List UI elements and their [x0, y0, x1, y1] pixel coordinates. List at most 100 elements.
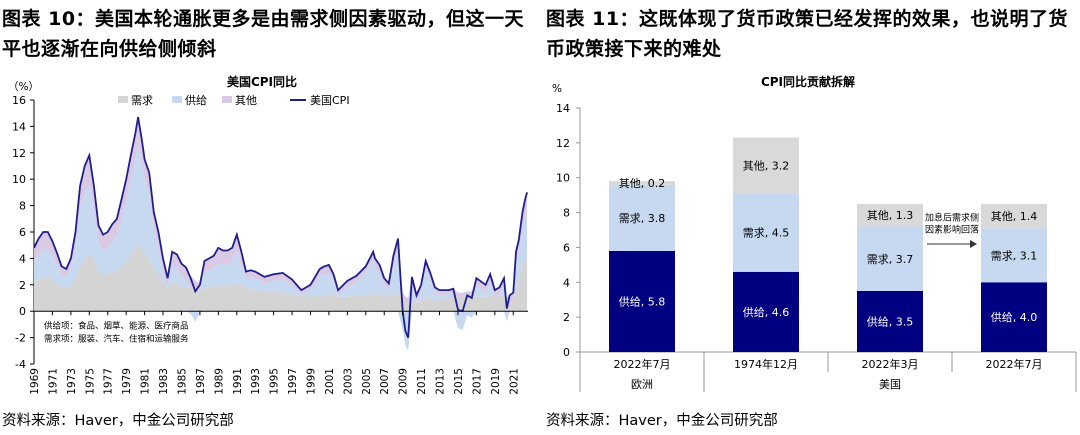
- y-tick-label: 12: [556, 137, 570, 150]
- bar-data-label: 其他, 0.2: [619, 177, 666, 190]
- x-tick-label: 1981: [140, 368, 152, 395]
- y-tick-label: -4: [15, 358, 26, 371]
- x-tick-label: 1991: [232, 368, 244, 395]
- bar-segment-供给: [857, 291, 923, 352]
- bar-data-label: 供给, 5.8: [619, 294, 666, 308]
- y-tick-label: 4: [563, 276, 570, 289]
- chart-title: 美国CPI同比: [227, 74, 297, 89]
- x-tick-label: 2019: [490, 368, 502, 395]
- x-tick-label: 1989: [213, 368, 225, 395]
- x-group-label: 欧洲: [631, 378, 653, 391]
- other-area: [34, 117, 528, 304]
- arrow-annotation-line1: 加息后需求侧: [925, 211, 979, 223]
- x-tick-label: 1987: [195, 368, 207, 395]
- bar-data-label: 其他, 1.4: [991, 210, 1038, 223]
- x-tick-label: 1993: [250, 368, 262, 395]
- x-group-label: 美国: [879, 378, 901, 391]
- x-tick-label: 1979: [121, 368, 133, 395]
- x-tick-label: 2021: [508, 368, 520, 395]
- bar-data-label: 其他, 1.3: [867, 209, 914, 222]
- x-tick-label: 2017: [471, 368, 483, 395]
- x-tick-label: 2013: [435, 368, 447, 395]
- legend: 需求 供给 其他 美国CPI: [118, 93, 350, 107]
- left-figure-panel: 图表 10：美国本轮通胀更多是由需求侧因素驱动，但这一天平也逐渐在向供给侧倾斜 …: [0, 0, 538, 435]
- y-tick-label: 2: [19, 279, 26, 292]
- x-tick-label: 1983: [158, 368, 170, 395]
- x-tick-label: 2003: [342, 368, 354, 395]
- y-tick-label: 12: [12, 147, 26, 160]
- bar-data-label: 供给, 4.0: [991, 310, 1038, 324]
- x-category-label: 2022年3月: [862, 357, 919, 371]
- right-figure-panel: 图表 11：这既体现了货币政策已经发挥的效果，也说明了货币政策接下来的难处 CP…: [544, 0, 1080, 435]
- bar-segment-其他: [733, 137, 799, 194]
- demand-area: [34, 245, 528, 312]
- supply-area: [34, 144, 528, 305]
- x-tick-label: 1985: [176, 368, 188, 395]
- y-tick-label: 0: [563, 346, 570, 359]
- x-tick-label: 1975: [84, 368, 96, 395]
- x-tick-label: 1973: [66, 368, 78, 395]
- bar-data-label: 需求, 3.8: [619, 212, 666, 225]
- bar-data-label: 供给, 3.5: [867, 315, 914, 329]
- y-tick-label: 16: [12, 94, 26, 107]
- y-tick-label: 8: [19, 200, 26, 213]
- x-tick-label: 1971: [47, 368, 59, 395]
- x-tick-label: 2011: [416, 368, 428, 395]
- legend-swatch: [222, 96, 232, 103]
- bar-segment-供给: [609, 250, 675, 352]
- x-tick-label: 1977: [103, 368, 115, 395]
- bar-segment-其他: [981, 203, 1047, 229]
- x-tick-label: 2005: [361, 368, 373, 395]
- legend-swatch: [118, 96, 128, 103]
- cpi-contribution-stacked-bar-chart: CPI同比贡献拆解% 0 2 4 6 8 10 12 14 2022年7月 1974年12月 2022…: [552, 74, 1077, 392]
- bar-segment-需求: [981, 228, 1047, 283]
- legend-label: 供给: [185, 93, 207, 107]
- legend-label: 需求: [131, 94, 153, 107]
- x-tick-label: 2001: [324, 368, 336, 395]
- figure-title: 图表 11：这既体现了货币政策已经发挥的效果，也说明了货币政策接下来的难处: [546, 8, 1069, 60]
- arrow-annotation-line2: 因素影响回落: [925, 224, 979, 236]
- bar-segment-供给: [981, 282, 1047, 352]
- x-tick-label: 1999: [305, 368, 317, 395]
- annotation-demand-items: 需求项：服装、汽车、住宿和运输服务: [44, 334, 189, 345]
- bar-data-label: 需求, 3.1: [991, 249, 1038, 262]
- legend-swatch: [172, 96, 182, 103]
- y-tick-label: 4: [19, 252, 26, 265]
- bar-data-label: 供给, 4.6: [743, 305, 790, 319]
- bar-data-label: 需求, 3.7: [867, 253, 914, 266]
- y-tick-label: 0: [19, 305, 26, 318]
- bar-segment-供给: [733, 271, 799, 352]
- legend-label: 其他: [235, 94, 257, 107]
- y-tick-label: 2: [563, 311, 570, 324]
- y-axis-unit: %: [552, 83, 562, 95]
- y-tick-label: 8: [563, 207, 570, 220]
- source-note: 资料来源：Haver，中金公司研究部: [2, 413, 234, 429]
- chart-title: CPI同比贡献拆解: [761, 74, 855, 89]
- x-tick-label: 2009: [398, 368, 410, 395]
- x-category-label: 2022年7月: [986, 357, 1043, 371]
- bar-segment-其他: [609, 181, 675, 185]
- bar-segment-其他: [857, 203, 923, 227]
- bar-segment-需求: [857, 226, 923, 291]
- bar-data-label: 其他, 3.2: [743, 160, 790, 173]
- x-tick-label: 2015: [453, 368, 465, 395]
- x-category-label: 2022年7月: [614, 357, 671, 371]
- arrow-head: [970, 239, 977, 248]
- cpi-line: [33, 117, 528, 338]
- x-tick-label: 1995: [269, 368, 281, 395]
- bar-data-label: 需求, 4.5: [743, 227, 790, 240]
- legend-label: 美国CPI: [310, 94, 350, 107]
- figure-title: 图表 10：美国本轮通胀更多是由需求侧因素驱动，但这一天平也逐渐在向供给侧倾斜: [2, 8, 525, 60]
- x-tick-label: 2007: [379, 368, 391, 395]
- y-tick-label: 6: [19, 226, 26, 239]
- bar-segment-需求: [733, 193, 799, 272]
- y-tick-label: -2: [15, 332, 26, 345]
- y-tick-label: 10: [556, 172, 570, 185]
- annotation-supply-items: 供给项：食品、烟草、能源、医疗商品: [44, 320, 189, 331]
- y-tick-label: 14: [12, 120, 26, 133]
- y-tick-label: 10: [12, 173, 26, 186]
- bar-segment-需求: [609, 184, 675, 251]
- x-category-label: 1974年12月: [734, 357, 798, 371]
- y-tick-label: 6: [563, 241, 570, 254]
